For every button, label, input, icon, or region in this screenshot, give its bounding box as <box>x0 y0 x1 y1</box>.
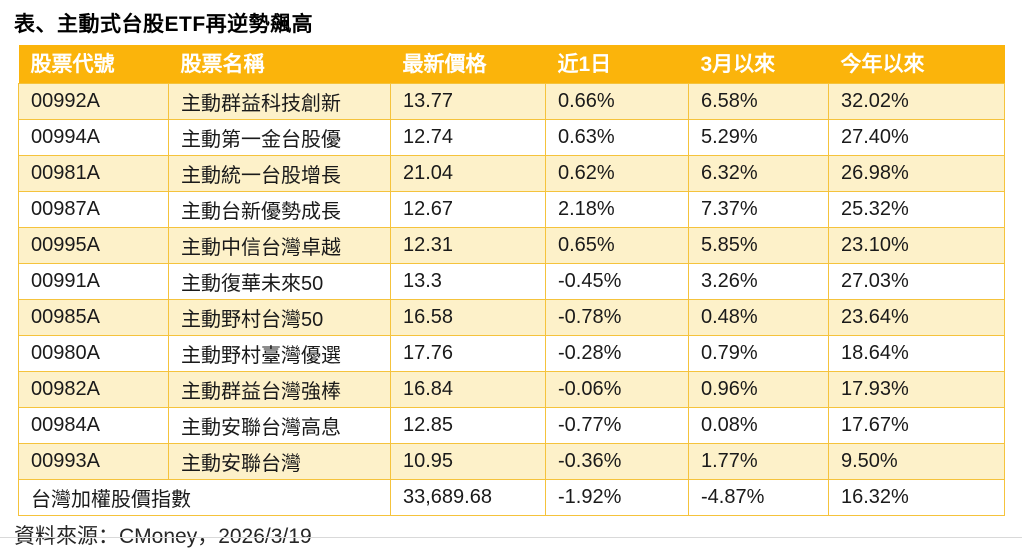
ytd-change-cell: 26.98% <box>828 154 1005 192</box>
3month-change-cell: 6.32% <box>688 154 829 192</box>
ytd-change-cell: 17.93% <box>828 370 1005 408</box>
1day-change-cell: 0.63% <box>545 118 689 156</box>
stock-code-cell: 00984A <box>18 406 169 444</box>
latest-price-cell: 13.77 <box>390 82 546 120</box>
stock-code-cell: 00980A <box>18 334 169 372</box>
ytd-change-cell: 23.64% <box>828 298 1005 336</box>
etf-performance-table: 股票代號 股票名稱 最新價格 近1日 3月以來 今年以來 00992A 主動群益… <box>18 45 1005 516</box>
column-header-latest-price: 最新價格 <box>390 45 546 83</box>
1day-change-cell: 0.62% <box>545 154 689 192</box>
stock-code-cell: 00995A <box>18 226 169 264</box>
1day-change-cell: -0.78% <box>545 298 689 336</box>
3month-change-cell: 5.85% <box>688 226 829 264</box>
1day-change-cell: -0.36% <box>545 442 689 480</box>
summary-price-cell: 33,689.68 <box>390 478 546 516</box>
stock-name-cell: 主動統一台股增長 <box>168 154 391 192</box>
column-header-ytd: 今年以來 <box>828 45 1005 83</box>
latest-price-cell: 12.74 <box>390 118 546 156</box>
header-row: 股票代號 股票名稱 最新價格 近1日 3月以來 今年以來 <box>18 45 1005 83</box>
3month-change-cell: 0.79% <box>688 334 829 372</box>
ytd-change-cell: 27.03% <box>828 262 1005 300</box>
table-row: 00982A 主動群益台灣強棒 16.84 -0.06% 0.96% 17.93… <box>18 370 1005 408</box>
stock-code-cell: 00991A <box>18 262 169 300</box>
ytd-change-cell: 9.50% <box>828 442 1005 480</box>
table-row: 00995A 主動中信台灣卓越 12.31 0.65% 5.85% 23.10% <box>18 226 1005 264</box>
latest-price-cell: 10.95 <box>390 442 546 480</box>
table-row: 00992A 主動群益科技創新 13.77 0.66% 6.58% 32.02% <box>18 82 1005 120</box>
latest-price-cell: 16.84 <box>390 370 546 408</box>
summary-label-cell: 台灣加權股價指數 <box>18 478 391 516</box>
1day-change-cell: 2.18% <box>545 190 689 228</box>
table-summary: 台灣加權股價指數 33,689.68 -1.92% -4.87% 16.32% <box>18 478 1005 516</box>
latest-price-cell: 12.67 <box>390 190 546 228</box>
table-row: 00984A 主動安聯台灣高息 12.85 -0.77% 0.08% 17.67… <box>18 406 1005 444</box>
stock-name-cell: 主動第一金台股優 <box>168 118 391 156</box>
ytd-change-cell: 23.10% <box>828 226 1005 264</box>
3month-change-cell: 0.96% <box>688 370 829 408</box>
table-row: 00980A 主動野村臺灣優選 17.76 -0.28% 0.79% 18.64… <box>18 334 1005 372</box>
1day-change-cell: -0.06% <box>545 370 689 408</box>
table-header: 股票代號 股票名稱 最新價格 近1日 3月以來 今年以來 <box>18 45 1005 83</box>
stock-name-cell: 主動中信台灣卓越 <box>168 226 391 264</box>
1day-change-cell: 0.65% <box>545 226 689 264</box>
table-body: 00992A 主動群益科技創新 13.77 0.66% 6.58% 32.02%… <box>18 82 1005 480</box>
stock-name-cell: 主動群益科技創新 <box>168 82 391 120</box>
table-row: 00985A 主動野村台灣50 16.58 -0.78% 0.48% 23.64… <box>18 298 1005 336</box>
summary-1day-cell: -1.92% <box>545 478 689 516</box>
column-header-3month: 3月以來 <box>688 45 829 83</box>
stock-name-cell: 主動群益台灣強棒 <box>168 370 391 408</box>
stock-code-cell: 00982A <box>18 370 169 408</box>
3month-change-cell: 5.29% <box>688 118 829 156</box>
stock-code-cell: 00987A <box>18 190 169 228</box>
stock-name-cell: 主動野村臺灣優選 <box>168 334 391 372</box>
column-header-1day: 近1日 <box>545 45 689 83</box>
3month-change-cell: 6.58% <box>688 82 829 120</box>
table-row: 00981A 主動統一台股增長 21.04 0.62% 6.32% 26.98% <box>18 154 1005 192</box>
stock-code-cell: 00994A <box>18 118 169 156</box>
latest-price-cell: 13.3 <box>390 262 546 300</box>
stock-name-cell: 主動台新優勢成長 <box>168 190 391 228</box>
stock-name-cell: 主動安聯台灣 <box>168 442 391 480</box>
summary-ytd-cell: 16.32% <box>828 478 1005 516</box>
table-row: 00994A 主動第一金台股優 12.74 0.63% 5.29% 27.40% <box>18 118 1005 156</box>
table-row: 00987A 主動台新優勢成長 12.67 2.18% 7.37% 25.32% <box>18 190 1005 228</box>
1day-change-cell: 0.66% <box>545 82 689 120</box>
ytd-change-cell: 27.40% <box>828 118 1005 156</box>
latest-price-cell: 21.04 <box>390 154 546 192</box>
stock-name-cell: 主動野村台灣50 <box>168 298 391 336</box>
latest-price-cell: 17.76 <box>390 334 546 372</box>
stock-code-cell: 00993A <box>18 442 169 480</box>
stock-code-cell: 00981A <box>18 154 169 192</box>
table-title: 表、主動式台股ETF再逆勢飆高 <box>14 13 314 36</box>
1day-change-cell: -0.77% <box>545 406 689 444</box>
3month-change-cell: 3.26% <box>688 262 829 300</box>
ytd-change-cell: 17.67% <box>828 406 1005 444</box>
column-header-stock-code: 股票代號 <box>18 45 169 83</box>
column-header-stock-name: 股票名稱 <box>168 45 391 83</box>
ytd-change-cell: 18.64% <box>828 334 1005 372</box>
latest-price-cell: 12.31 <box>390 226 546 264</box>
table-row: 00993A 主動安聯台灣 10.95 -0.36% 1.77% 9.50% <box>18 442 1005 480</box>
table-row: 00991A 主動復華未來50 13.3 -0.45% 3.26% 27.03% <box>18 262 1005 300</box>
3month-change-cell: 1.77% <box>688 442 829 480</box>
latest-price-cell: 16.58 <box>390 298 546 336</box>
3month-change-cell: 0.48% <box>688 298 829 336</box>
1day-change-cell: -0.28% <box>545 334 689 372</box>
ytd-change-cell: 25.32% <box>828 190 1005 228</box>
stock-code-cell: 00992A <box>18 82 169 120</box>
3month-change-cell: 7.37% <box>688 190 829 228</box>
stock-code-cell: 00985A <box>18 298 169 336</box>
stock-name-cell: 主動復華未來50 <box>168 262 391 300</box>
bottom-divider <box>0 537 1022 538</box>
data-source-note: 資料來源：CMoney，2026/3/19 <box>14 524 312 548</box>
stock-name-cell: 主動安聯台灣高息 <box>168 406 391 444</box>
latest-price-cell: 12.85 <box>390 406 546 444</box>
summary-row: 台灣加權股價指數 33,689.68 -1.92% -4.87% 16.32% <box>18 478 1005 516</box>
ytd-change-cell: 32.02% <box>828 82 1005 120</box>
1day-change-cell: -0.45% <box>545 262 689 300</box>
3month-change-cell: 0.08% <box>688 406 829 444</box>
summary-3month-cell: -4.87% <box>688 478 829 516</box>
